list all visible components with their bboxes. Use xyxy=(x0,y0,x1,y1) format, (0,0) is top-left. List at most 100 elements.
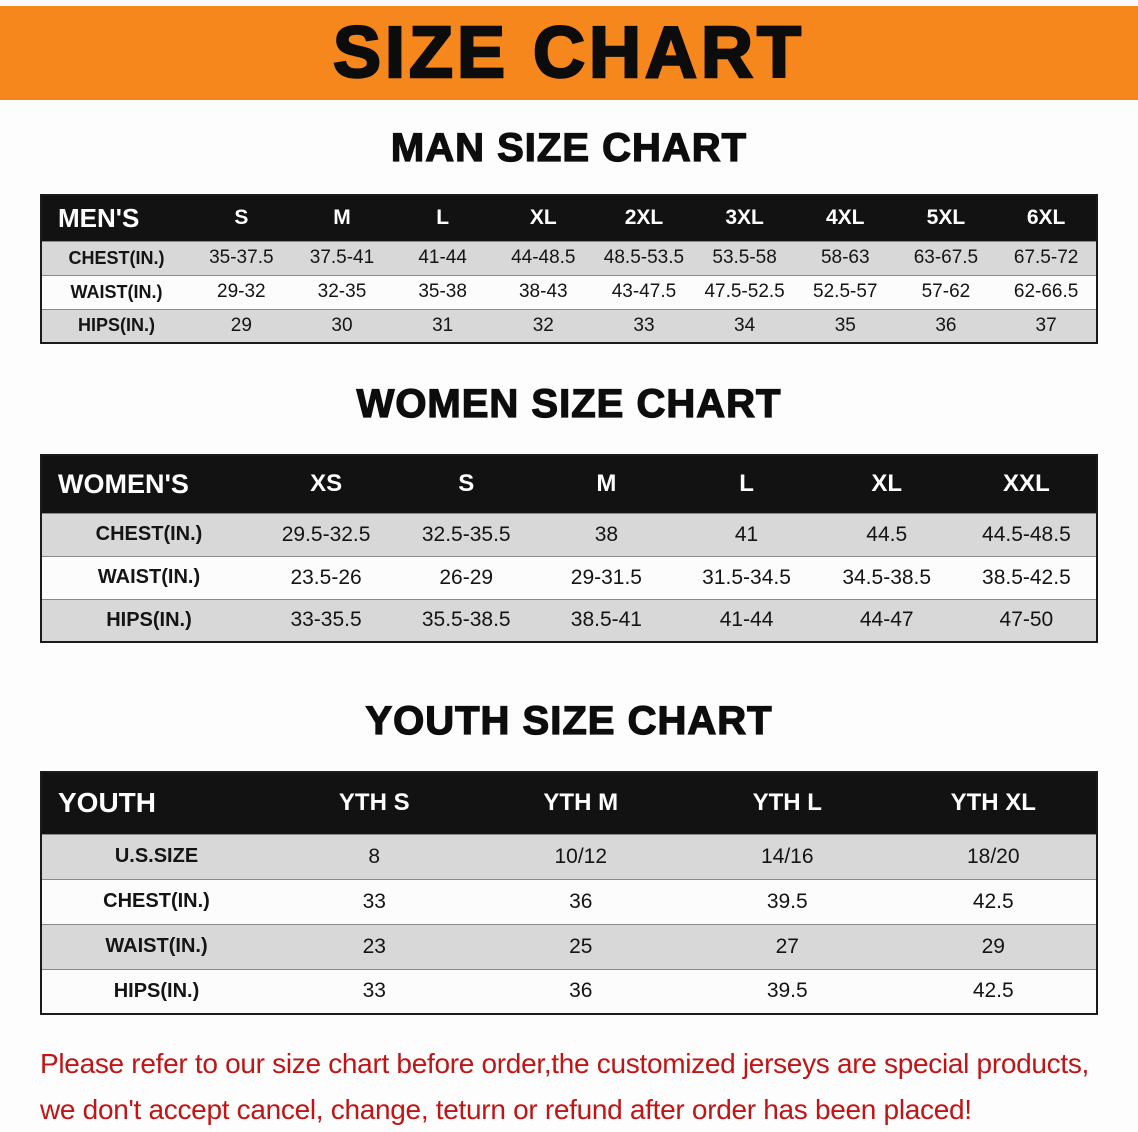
disclaimer-note: Please refer to our size chart before or… xyxy=(40,1041,1138,1132)
size-value-cell: 52.5-57 xyxy=(794,274,896,309)
size-value-cell: 42.5 xyxy=(890,878,1097,924)
size-value-cell: 47.5-52.5 xyxy=(694,274,795,309)
table-row: HIPS(IN.) 33-35.5 35.5-38.5 38.5-41 41-44 44-… xyxy=(41,598,1097,642)
size-value-cell: 33 xyxy=(271,968,478,1014)
table-body: CHEST(IN.) 35-37.5 37.5-41 41-44 44-48.5 48.5… xyxy=(41,240,1097,343)
size-value-cell: 25 xyxy=(477,923,684,969)
size-value-cell: 33 xyxy=(593,308,695,343)
table-row: CHEST(IN.) 29.5-32.5 32.5-35.5 38 41 44.5 44.5… xyxy=(41,512,1097,556)
size-value-cell: 58-63 xyxy=(794,240,896,275)
size-value-cell: 41-44 xyxy=(392,240,493,275)
size-value-cell: 53.5-58 xyxy=(694,240,795,275)
size-column-header: 5XL xyxy=(895,195,997,241)
size-value-cell: 30 xyxy=(291,308,393,343)
size-value-cell: 36 xyxy=(895,308,997,343)
row-label: HIPS(IN.) xyxy=(41,598,256,642)
page-title: SIZE CHART xyxy=(332,13,805,93)
row-label: HIPS(IN.) xyxy=(41,968,271,1014)
size-value-cell: 41-44 xyxy=(676,598,817,642)
youth-section-heading: YOUTH SIZE CHART xyxy=(365,698,773,743)
disclaimer-line-2: we don't accept cancel, change, teturn o… xyxy=(40,1094,972,1125)
size-value-cell: 29 xyxy=(191,308,292,343)
size-value-cell: 35.5-38.5 xyxy=(396,598,537,642)
row-label: WAIST(IN.) xyxy=(41,923,271,969)
table-header-row: YOUTH YTH S YTH M YTH L YTH XL xyxy=(41,772,1097,834)
size-column-header: XL xyxy=(816,455,957,513)
women-size-table: WOMEN'S XS S M L XL XXL CHEST(IN.) 29.5-32.5 32.5… xyxy=(40,454,1098,643)
size-value-cell: 29.5-32.5 xyxy=(256,512,397,556)
size-value-cell: 63-67.5 xyxy=(895,240,997,275)
size-value-cell: 35 xyxy=(794,308,896,343)
size-column-header: L xyxy=(676,455,817,513)
size-value-cell: 48.5-53.5 xyxy=(593,240,695,275)
size-value-cell: 47-50 xyxy=(956,598,1097,642)
row-label: WAIST(IN.) xyxy=(41,274,191,309)
size-value-cell: 42.5 xyxy=(890,968,1097,1014)
table-header: WOMEN'S XS S M L XL XXL xyxy=(41,455,1097,513)
size-value-cell: 44.5-48.5 xyxy=(956,512,1097,556)
row-label: U.S.SIZE xyxy=(41,833,271,879)
size-value-cell: 35-38 xyxy=(392,274,493,309)
size-value-cell: 29-31.5 xyxy=(536,555,677,599)
size-value-cell: 38.5-42.5 xyxy=(956,555,1097,599)
size-value-cell: 62-66.5 xyxy=(996,274,1097,309)
size-value-cell: 29-32 xyxy=(191,274,292,309)
size-value-cell: 57-62 xyxy=(895,274,997,309)
size-value-cell: 34 xyxy=(694,308,795,343)
table-row: CHEST(IN.) 35-37.5 37.5-41 41-44 44-48.5 48.5… xyxy=(41,240,1097,275)
disclaimer-line-1: Please refer to our size chart before or… xyxy=(40,1048,1090,1079)
size-column-header: S xyxy=(191,195,292,241)
table-row: HIPS(IN.) 33 36 39.5 42.5 xyxy=(41,968,1097,1014)
table-body: CHEST(IN.) 29.5-32.5 32.5-35.5 38 41 44.5 44.5… xyxy=(41,512,1097,642)
table-row: HIPS(IN.) 29 30 31 32 33 34 35 36 37 xyxy=(41,308,1097,343)
table-corner-label: YOUTH xyxy=(41,772,271,834)
size-value-cell: 26-29 xyxy=(396,555,537,599)
size-value-cell: 23.5-26 xyxy=(256,555,397,599)
size-value-cell: 32.5-35.5 xyxy=(396,512,537,556)
row-label: CHEST(IN.) xyxy=(41,878,271,924)
size-column-header: 4XL xyxy=(794,195,896,241)
table-row: CHEST(IN.) 33 36 39.5 42.5 xyxy=(41,878,1097,924)
size-column-header: 3XL xyxy=(694,195,795,241)
size-value-cell: 39.5 xyxy=(684,968,891,1014)
size-value-cell: 37.5-41 xyxy=(291,240,393,275)
size-value-cell: 37 xyxy=(996,308,1097,343)
size-column-header: YTH L xyxy=(684,772,891,834)
size-value-cell: 18/20 xyxy=(890,833,1097,879)
women-section-heading: WOMEN SIZE CHART xyxy=(356,381,782,426)
size-value-cell: 8 xyxy=(271,833,478,879)
table-row: U.S.SIZE 8 10/12 14/16 18/20 xyxy=(41,833,1097,879)
size-value-cell: 10/12 xyxy=(477,833,684,879)
youth-size-section: YOUTH SIZE CHART YOUTH YTH S YTH M YTH L YTH… xyxy=(0,698,1138,1015)
size-value-cell: 38.5-41 xyxy=(536,598,677,642)
table-header: YOUTH YTH S YTH M YTH L YTH XL xyxy=(41,772,1097,834)
size-column-header: YTH M xyxy=(477,772,684,834)
size-value-cell: 44-48.5 xyxy=(492,240,594,275)
men-size-section: MAN SIZE CHART MEN'S S M L XL 2XL 3XL 4XL 5XL 6XL… xyxy=(0,125,1138,344)
women-size-section: WOMEN SIZE CHART WOMEN'S XS S M L XL XXL CHEST(… xyxy=(0,381,1138,643)
row-label: HIPS(IN.) xyxy=(41,308,191,343)
row-label: CHEST(IN.) xyxy=(41,240,191,275)
row-label: CHEST(IN.) xyxy=(41,512,256,556)
size-value-cell: 41 xyxy=(676,512,817,556)
size-column-header: S xyxy=(396,455,537,513)
size-value-cell: 33 xyxy=(271,878,478,924)
size-value-cell: 44-47 xyxy=(816,598,957,642)
table-header: MEN'S S M L XL 2XL 3XL 4XL 5XL 6XL xyxy=(41,195,1097,241)
table-corner-label: WOMEN'S xyxy=(41,455,256,513)
size-value-cell: 33-35.5 xyxy=(256,598,397,642)
men-section-heading: MAN SIZE CHART xyxy=(390,125,748,170)
size-column-header: 6XL xyxy=(996,195,1097,241)
size-value-cell: 38 xyxy=(536,512,677,556)
size-value-cell: 38-43 xyxy=(492,274,594,309)
size-value-cell: 32 xyxy=(492,308,594,343)
size-value-cell: 36 xyxy=(477,878,684,924)
size-column-header: YTH XL xyxy=(890,772,1097,834)
table-header-row: WOMEN'S XS S M L XL XXL xyxy=(41,455,1097,513)
size-column-header: M xyxy=(291,195,393,241)
size-column-header: XL xyxy=(492,195,594,241)
size-value-cell: 44.5 xyxy=(816,512,957,556)
row-label: WAIST(IN.) xyxy=(41,555,256,599)
size-value-cell: 29 xyxy=(890,923,1097,969)
